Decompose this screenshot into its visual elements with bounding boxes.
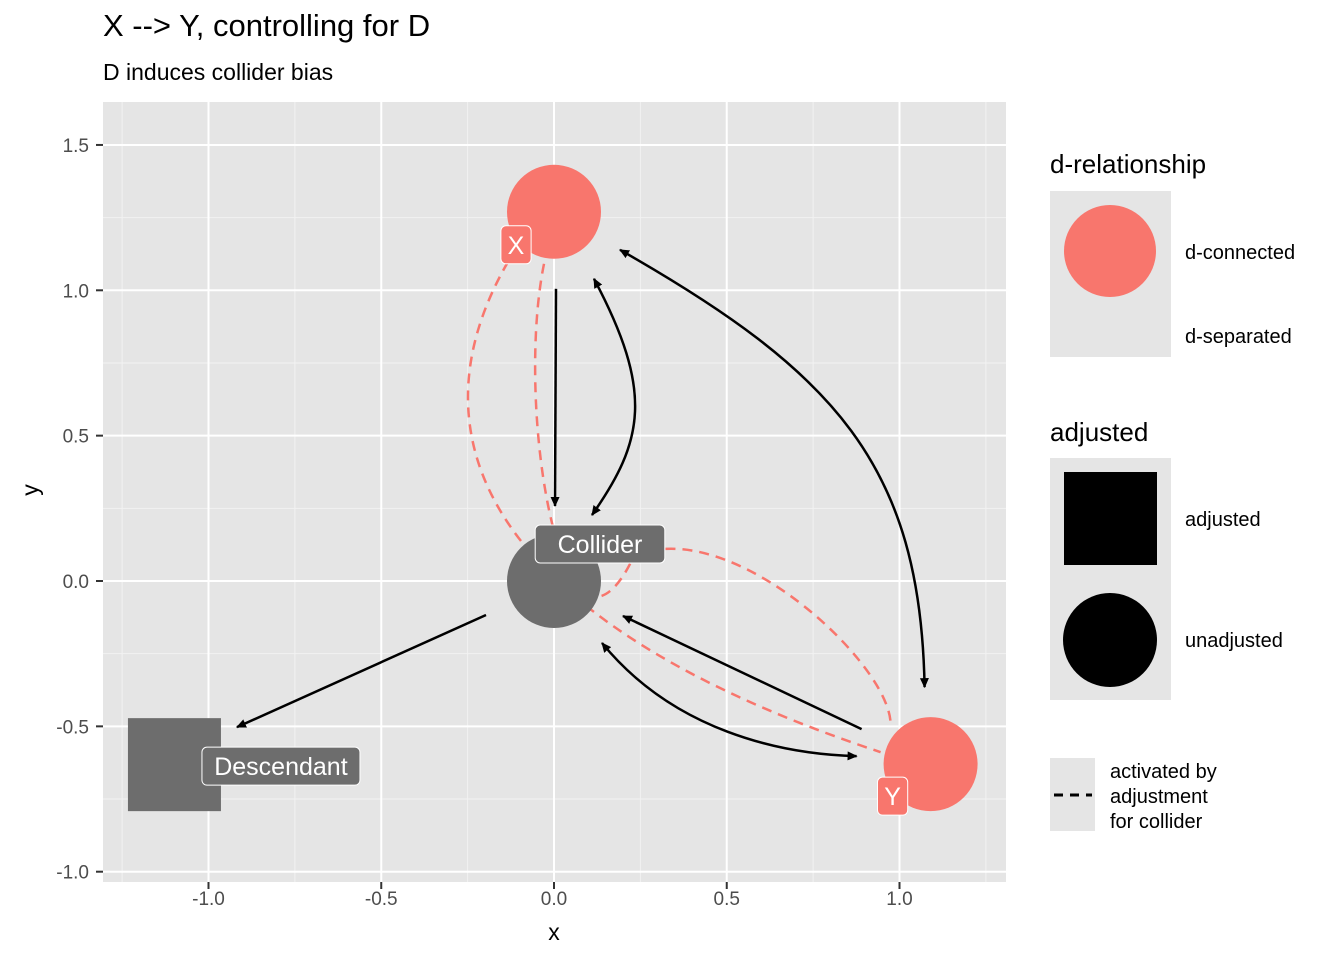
y-axis-title: y bbox=[17, 484, 43, 496]
legend-key-unadjusted-circle bbox=[1063, 593, 1157, 687]
node-label-x: X bbox=[508, 232, 525, 260]
legend-label-line: activated by bbox=[1110, 761, 1217, 783]
y-tick-label: 0.0 bbox=[63, 572, 89, 593]
legend-label-adjusted: adjusted bbox=[1185, 509, 1261, 531]
legend-key-d-connected bbox=[1064, 205, 1156, 297]
node-label-box bbox=[201, 746, 361, 786]
node-label-box bbox=[876, 776, 909, 816]
x-tick-label: 0.5 bbox=[714, 889, 740, 910]
legend-label-line: for collider bbox=[1110, 811, 1203, 833]
edge-arrow bbox=[550, 288, 560, 507]
node-label-box bbox=[500, 225, 532, 265]
y-tick-label: -0.5 bbox=[56, 717, 89, 738]
edges bbox=[236, 248, 929, 761]
legend-label-line: adjustment bbox=[1110, 786, 1208, 808]
legend-label-d-separated: d-separated bbox=[1185, 326, 1292, 348]
legend-label-activated: activated by adjustment for collider bbox=[1110, 761, 1222, 833]
x-tick-label: -1.0 bbox=[192, 889, 225, 910]
node-label-y: Y bbox=[884, 783, 901, 811]
legend-label-unadjusted: unadjusted bbox=[1185, 630, 1283, 652]
edge-arrow bbox=[236, 613, 487, 729]
legend: d-relationship d-connected d-separated a… bbox=[1050, 149, 1295, 833]
edge-arrow bbox=[601, 642, 858, 761]
legend-title-d-relationship: d-relationship bbox=[1050, 149, 1206, 179]
y-tick-label: 1.5 bbox=[63, 136, 89, 157]
x-axis-title: x bbox=[548, 919, 560, 945]
x-tick-label: -0.5 bbox=[365, 889, 398, 910]
y-tick-label: 1.0 bbox=[63, 281, 89, 302]
chart-subtitle: D induces collider bias bbox=[103, 59, 334, 85]
legend-label-d-connected: d-connected bbox=[1185, 242, 1295, 264]
edge-arrow bbox=[619, 248, 929, 689]
node-label-descendant: Descendant bbox=[214, 753, 347, 781]
legend-title-adjusted: adjusted bbox=[1050, 417, 1148, 447]
legend-key-adjusted-square bbox=[1064, 472, 1157, 565]
chart-title: X --> Y, controlling for D bbox=[103, 8, 431, 43]
y-tick-label: 0.5 bbox=[63, 427, 89, 448]
x-tick-label: 0.0 bbox=[541, 889, 567, 910]
x-tick-label: 1.0 bbox=[886, 889, 912, 910]
node-label-collider: Collider bbox=[558, 531, 643, 559]
node-label-box bbox=[534, 524, 666, 564]
y-tick-label: -1.0 bbox=[56, 863, 89, 884]
node-labels: X Collider Descendant Y bbox=[201, 225, 909, 816]
axes: -1.0 -0.5 0.0 0.5 1.0 -1.0 -0.5 0.0 0.5 1.0 1.5 bbox=[56, 136, 912, 910]
